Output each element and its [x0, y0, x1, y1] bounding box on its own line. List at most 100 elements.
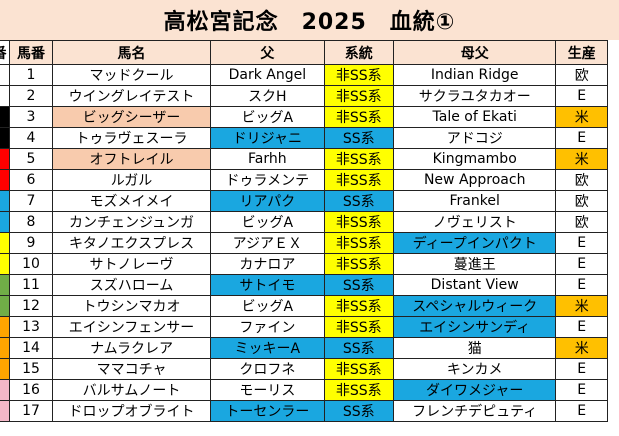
sire-cell: モーリス	[210, 379, 325, 401]
damsire-cell: フレンチデピュティ	[392, 400, 557, 422]
damsire-cell: ダイワメジャー	[392, 379, 557, 401]
line-cell: 非SS系	[323, 106, 395, 128]
origin-cell: 米	[555, 148, 608, 170]
table-row: 9 キタノエクスプレス アジアＥＸ 非SS系 ディープインパクト E	[0, 232, 608, 254]
line-cell: SS系	[323, 400, 395, 422]
sire-cell: ビッグA	[210, 106, 325, 128]
origin-cell: E	[555, 274, 608, 296]
damsire-cell: スペシャルウィーク	[392, 295, 557, 317]
sire-cell: サトイモ	[210, 274, 325, 296]
origin-cell: 欧	[555, 190, 608, 212]
horse-number-cell: 12	[9, 295, 53, 317]
line-cell: 非SS系	[323, 64, 395, 86]
header-origin: 生産	[555, 40, 608, 65]
origin-cell: E	[555, 358, 608, 380]
waku-color-cell	[0, 211, 11, 233]
waku-color-cell	[0, 274, 11, 296]
damsire-cell: ディープインパクト	[392, 232, 557, 254]
line-cell: SS系	[323, 337, 395, 359]
table-row: 12 トウシンマカオ ビッグA 非SS系 スペシャルウィーク米	[0, 295, 608, 317]
horse-number-cell: 14	[9, 337, 53, 359]
sire-cell: カナロア	[210, 253, 325, 275]
horse-number-cell: 5	[9, 148, 53, 170]
line-cell: 非SS系	[323, 295, 395, 317]
horse-number-cell: 7	[9, 190, 53, 212]
sire-cell: トーセンラー	[210, 400, 325, 422]
table-row: 13 エイシンフェンサー ファイン 非SS系 エイシンサンディ E	[0, 316, 608, 338]
table-row: 14 ナムラクレア ミッキーA SS系猫米	[0, 337, 608, 359]
damsire-cell: アドコジ	[392, 127, 557, 149]
horse-number-cell: 3	[9, 106, 53, 128]
header-row: 番 馬番 馬名 父 系統 母父 生産	[0, 40, 608, 65]
header-damsire: 母父	[392, 40, 557, 65]
origin-cell: E	[555, 400, 608, 422]
header-sire: 父	[210, 40, 325, 65]
horse-name-cell: ビッグシーザー	[51, 106, 212, 128]
line-cell: 非SS系	[323, 316, 395, 338]
sire-cell: ドリジャニ	[210, 127, 325, 149]
origin-cell: 欧	[555, 169, 608, 191]
origin-cell: E	[555, 232, 608, 254]
origin-cell: 米	[555, 106, 608, 128]
sire-cell: ミッキーA	[210, 337, 325, 359]
horse-number-cell: 4	[9, 127, 53, 149]
sire-cell: クロフネ	[210, 358, 325, 380]
horse-number-cell: 8	[9, 211, 53, 233]
horse-name-cell: エイシンフェンサー	[51, 316, 212, 338]
waku-color-cell	[0, 316, 11, 338]
sire-cell: ドゥラメンテ	[210, 169, 325, 191]
damsire-cell: キンカメ	[392, 358, 557, 380]
damsire-cell: 猫	[392, 337, 557, 359]
table-row: 17 ドロップオブライト トーセンラー SS系 フレンチデピュティ E	[0, 400, 608, 422]
horse-number-cell: 11	[9, 274, 53, 296]
horse-number-cell: 15	[9, 358, 53, 380]
horse-name-cell: キタノエクスプレス	[51, 232, 212, 254]
line-cell: 非SS系	[323, 253, 395, 275]
waku-color-cell	[0, 64, 11, 86]
damsire-cell: ノヴェリスト	[392, 211, 557, 233]
damsire-cell: 蔓進王	[392, 253, 557, 275]
horse-name-cell: オフトレイル	[51, 148, 212, 170]
damsire-cell: エイシンサンディ	[392, 316, 557, 338]
line-cell: 非SS系	[323, 358, 395, 380]
waku-color-cell	[0, 169, 11, 191]
waku-color-cell	[0, 295, 11, 317]
origin-cell: E	[555, 379, 608, 401]
waku-color-cell	[0, 337, 11, 359]
horse-name-cell: ナムラクレア	[51, 337, 212, 359]
damsire-cell: サクラユタカオー	[392, 85, 557, 107]
waku-color-cell	[0, 379, 11, 401]
table-row: 3 ビッグシーザー ビッグA 非SS系 Tale of Ekati 米	[0, 106, 608, 128]
page-title: 高松宮記念 2025 血統①	[0, 0, 619, 40]
horse-name-cell: ウイングレイテスト	[51, 85, 212, 107]
line-cell: 非SS系	[323, 211, 395, 233]
horse-number-cell: 2	[9, 85, 53, 107]
waku-color-cell	[0, 106, 11, 128]
sire-cell: ビッグA	[210, 211, 325, 233]
damsire-cell: Kingmambo	[392, 148, 557, 170]
sire-cell: アジアＥＸ	[210, 232, 325, 254]
line-cell: 非SS系	[323, 148, 395, 170]
origin-cell: 米	[555, 295, 608, 317]
damsire-cell: Frankel	[392, 190, 557, 212]
origin-cell: 欧	[555, 211, 608, 233]
table-row: 16 バルサムノート モーリス 非SS系 ダイワメジャー E	[0, 379, 608, 401]
horse-name-cell: サトノレーヴ	[51, 253, 212, 275]
horse-number-cell: 17	[9, 400, 53, 422]
origin-cell: E	[555, 253, 608, 275]
horse-name-cell: ドロップオブライト	[51, 400, 212, 422]
table-row: 7 モズメイメイ リアパク SS系 Frankel 欧	[0, 190, 608, 212]
damsire-cell: Indian Ridge	[392, 64, 557, 86]
waku-color-cell	[0, 400, 11, 422]
origin-cell: E	[555, 316, 608, 338]
table-row: 1 マッドクール Dark Angel 非SS系 Indian Ridge 欧	[0, 64, 608, 86]
horse-number-cell: 1	[9, 64, 53, 86]
horse-number-cell: 6	[9, 169, 53, 191]
line-cell: SS系	[323, 274, 395, 296]
horse-name-cell: トゥラヴェスーラ	[51, 127, 212, 149]
horse-name-cell: スズハローム	[51, 274, 212, 296]
line-cell: 非SS系	[323, 232, 395, 254]
horse-name-cell: ルガル	[51, 169, 212, 191]
header-name: 馬名	[51, 40, 212, 65]
